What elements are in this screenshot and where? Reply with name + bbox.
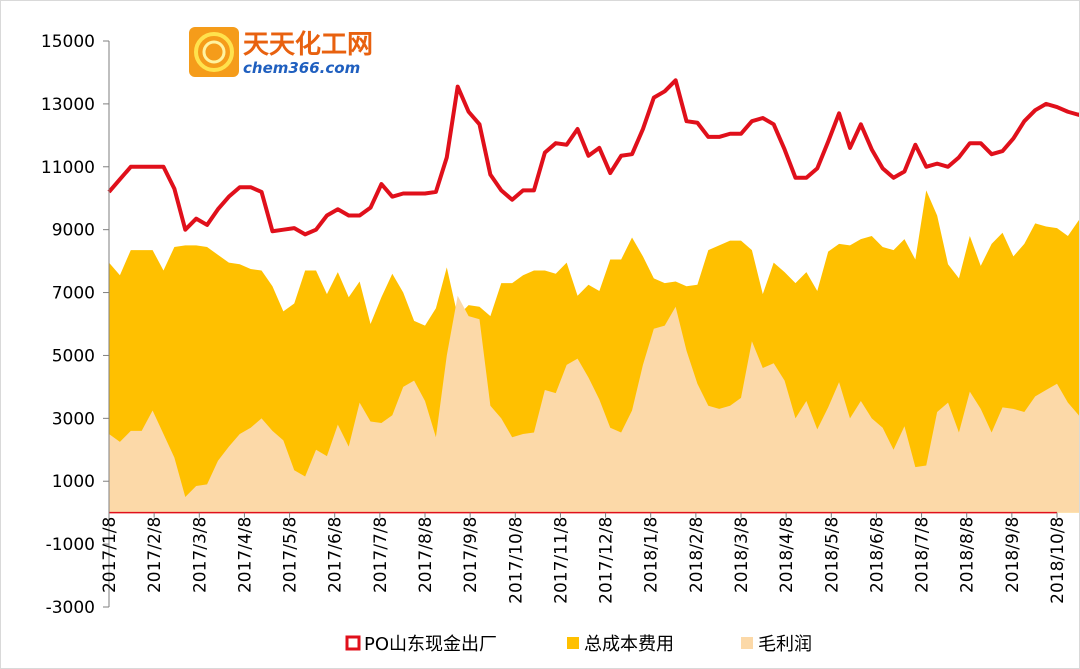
x-tick-label: 2017/2/8 [145, 517, 165, 593]
x-tick-label: 2018/2/8 [687, 517, 707, 593]
logo-site-text: chem366.com [243, 59, 360, 77]
y-axis: 15000 13000 11000 9000 7000 5000 3000 1000 -1000… [41, 32, 110, 618]
x-tick-label: 2017/11/8 [551, 517, 571, 604]
x-tick-label: 2018/4/8 [777, 517, 797, 593]
x-tick-label: 2018/6/8 [867, 517, 887, 593]
profit-area [109, 295, 1079, 513]
x-tick-label: 2017/1/8 [100, 517, 120, 593]
x-tick-label: 2018/7/8 [913, 517, 933, 593]
x-axis: 2017/1/8 2017/2/8 2017/3/8 2017/4/8 2017/5/8… [100, 512, 1068, 604]
legend-label: 毛利润 [758, 634, 812, 655]
y-tick-label: 9000 [52, 221, 95, 241]
y-tick-label: 15000 [41, 32, 95, 52]
x-tick-label: 2017/8/8 [416, 517, 436, 593]
y-tick-label: -3000 [46, 598, 95, 618]
plot-area [107, 78, 1079, 514]
x-tick-label: 2017/7/8 [371, 517, 391, 593]
y-tick-label: 3000 [52, 409, 95, 429]
legend-swatch-area [567, 637, 579, 649]
legend-label: PO山东现金出厂 [364, 634, 497, 655]
x-tick-label: 2018/1/8 [642, 517, 662, 593]
x-tick-label: 2017/10/8 [506, 517, 526, 604]
x-tick-label: 2017/9/8 [461, 517, 481, 593]
x-tick-label: 2017/12/8 [597, 517, 617, 604]
x-tick-label: 2018/10/8 [1048, 517, 1068, 604]
y-tick-label: 11000 [41, 158, 95, 178]
x-tick-label: 2017/5/8 [281, 517, 301, 593]
x-tick-label: 2017/3/8 [190, 517, 210, 593]
x-tick-label: 2018/3/8 [732, 517, 752, 593]
site-logo: 天天化工网 chem366.com [189, 27, 373, 77]
y-tick-label: -1000 [46, 535, 95, 555]
y-tick-label: 7000 [52, 284, 95, 304]
logo-ring-icon [194, 32, 234, 72]
logo-chinese-text: 天天化工网 [243, 30, 373, 60]
legend-label: 总成本费用 [584, 634, 674, 655]
x-tick-label: 2017/6/8 [326, 517, 346, 593]
x-tick-label: 2018/5/8 [822, 517, 842, 593]
price-line [107, 78, 1079, 237]
y-tick-label: 1000 [52, 472, 95, 492]
x-tick-label: 2018/8/8 [958, 517, 978, 593]
y-tick-label: 5000 [52, 346, 95, 366]
x-tick-label: 2018/9/8 [1003, 517, 1023, 593]
y-tick-label: 13000 [41, 95, 95, 115]
legend: PO山东现金出厂 总成本费用 毛利润 [345, 634, 812, 655]
legend-swatch-line [345, 635, 361, 651]
x-tick-label: 2017/4/8 [235, 517, 255, 593]
logo-inner-ring-icon [202, 40, 226, 64]
legend-swatch-area [741, 637, 753, 649]
